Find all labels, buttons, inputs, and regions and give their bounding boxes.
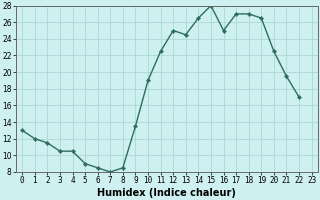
X-axis label: Humidex (Indice chaleur): Humidex (Indice chaleur) <box>98 188 236 198</box>
